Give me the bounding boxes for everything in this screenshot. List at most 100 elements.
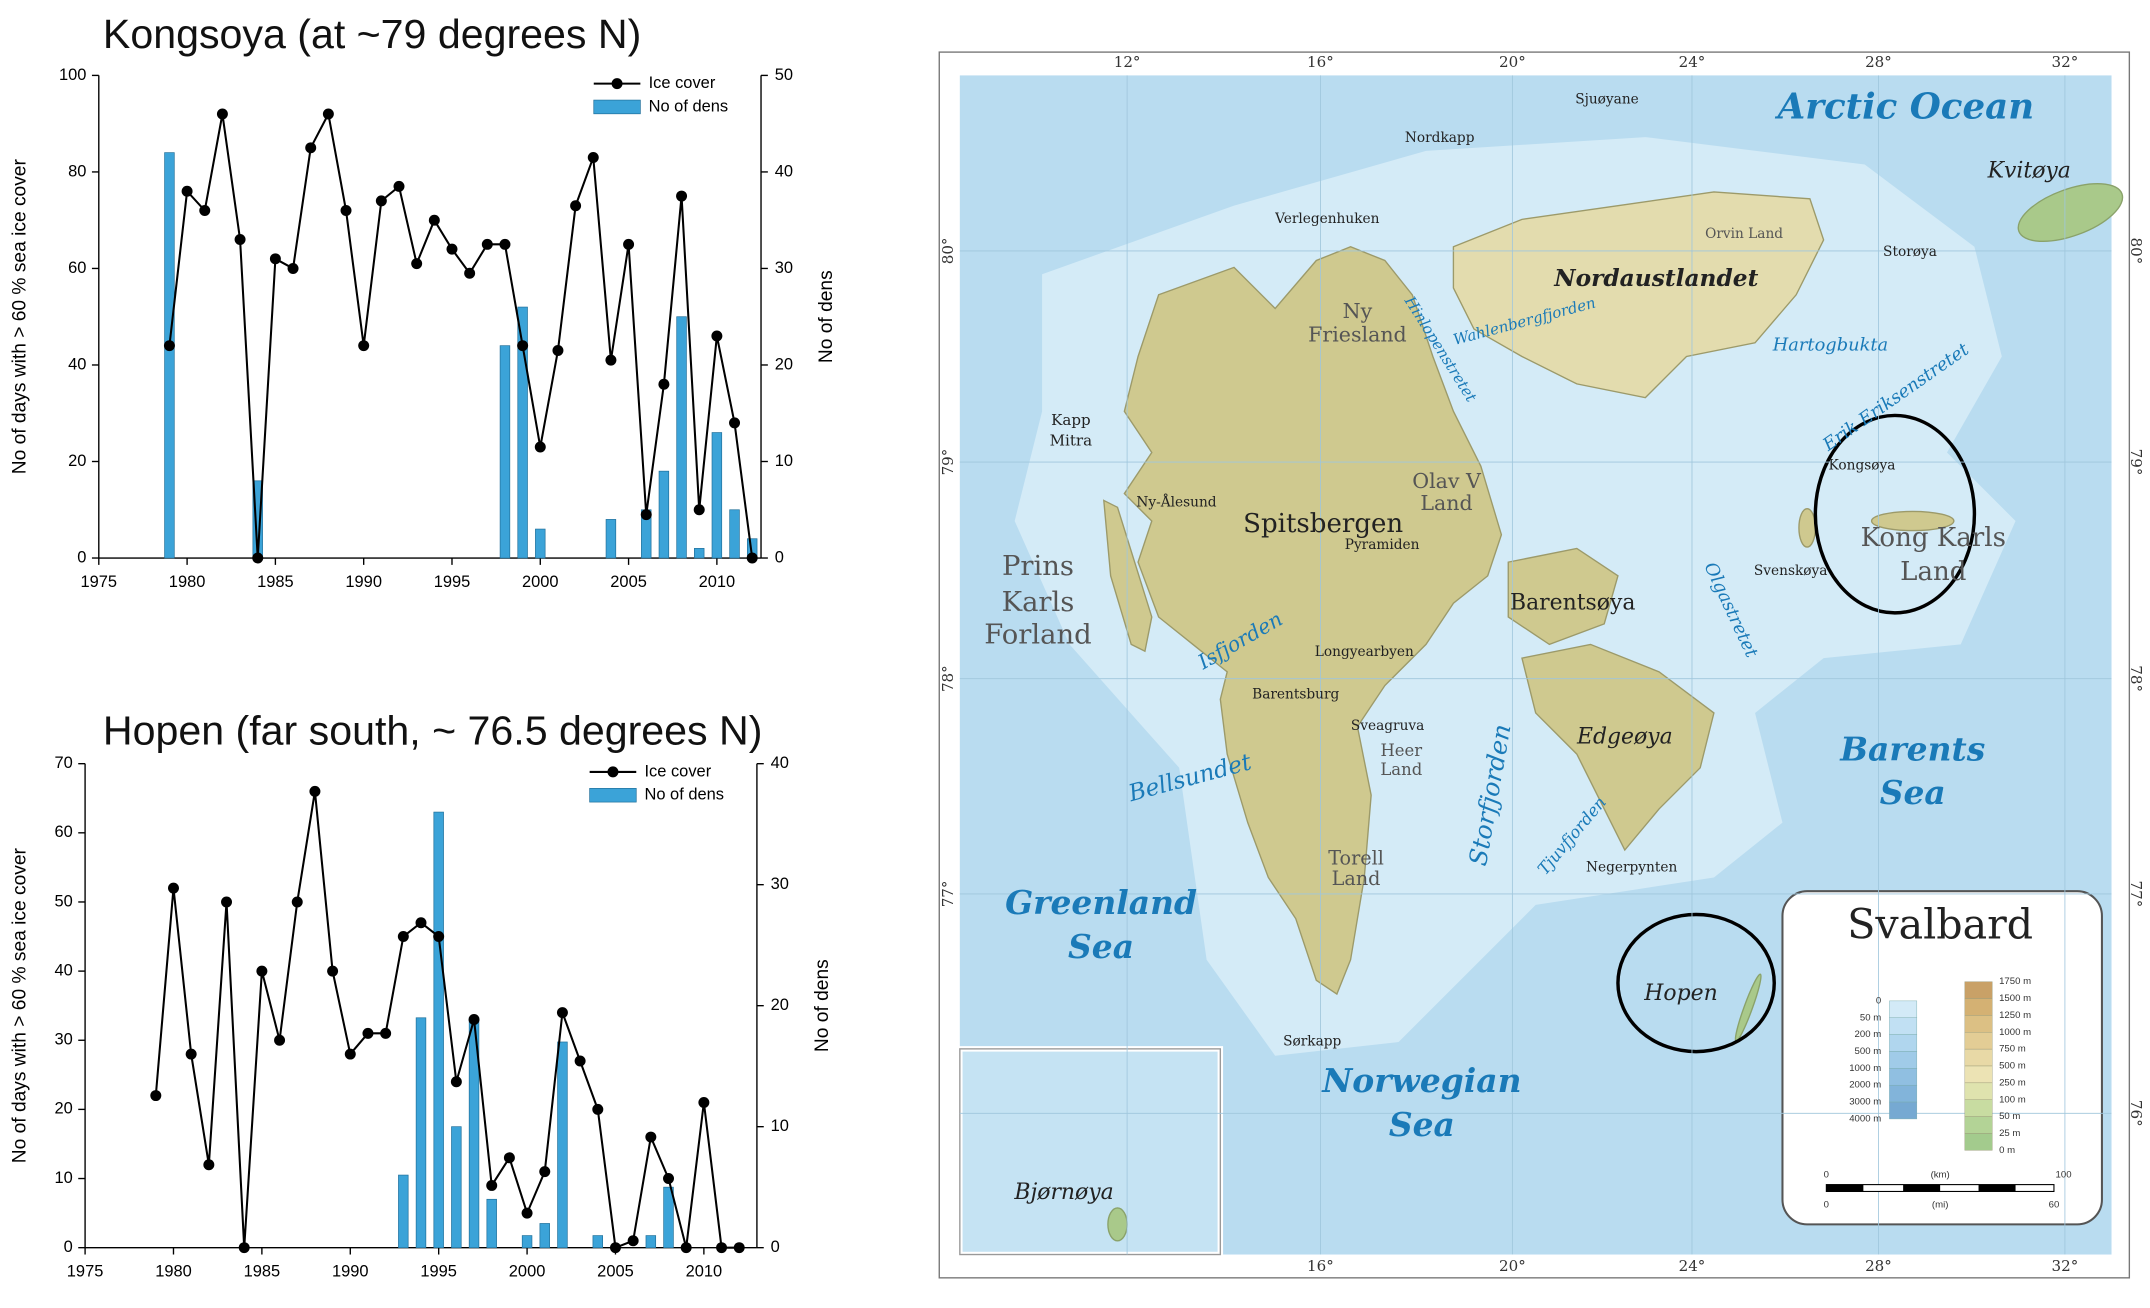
map-label: Friesland — [1308, 322, 1407, 346]
lon-label: 12° — [1114, 53, 1141, 71]
lon-label: 28° — [1865, 1257, 1892, 1275]
elevation-label: 500 m — [1999, 1061, 2026, 1072]
elevation-label: 50 m — [1999, 1111, 2020, 1122]
map-label: Spitsbergen — [1243, 509, 1403, 539]
lat-label: 80° — [2127, 238, 2145, 265]
lat-label: 78° — [2127, 665, 2145, 692]
bar — [729, 509, 740, 559]
bar — [663, 1186, 674, 1249]
ice-point — [150, 1090, 162, 1102]
y-tick-label: 40 — [54, 961, 72, 979]
x-tick-label: 2005 — [610, 573, 647, 591]
ice-point — [517, 340, 529, 352]
legend-label: Ice cover — [644, 762, 711, 780]
depth-swatch — [1889, 1101, 1918, 1120]
ice-point — [234, 234, 246, 245]
scale-label: 0 — [1824, 1170, 1829, 1181]
ice-point — [322, 108, 334, 120]
map-label: Torell — [1328, 847, 1384, 870]
legend-title: Svalbard — [1847, 901, 2033, 949]
y-tick-label: 50 — [54, 892, 72, 910]
charts: Kongsoya (at ~79 degrees N)0204060801000… — [10, 11, 837, 1281]
scale-block — [1978, 1184, 2016, 1192]
ice-point — [609, 1242, 621, 1254]
depth-label: 4000 m — [1849, 1113, 1881, 1124]
depth-label: 0 — [1876, 995, 1881, 1006]
depth-label: 1000 m — [1849, 1063, 1881, 1074]
map-label: Edgeøya — [1576, 725, 1673, 750]
ice-point — [291, 896, 303, 908]
bar — [711, 432, 723, 559]
elevation-label: 1500 m — [1999, 993, 2031, 1004]
elevation-swatch — [1964, 1065, 1993, 1084]
legend-swatch — [593, 99, 641, 115]
chart-title: Kongsoya (at ~79 degrees N) — [103, 11, 641, 57]
x-tick-label: 1980 — [169, 573, 206, 591]
y-tick-label: 20 — [68, 452, 86, 470]
ice-point — [521, 1207, 533, 1219]
y-tick-label: 70 — [54, 754, 72, 772]
map-label: Kong Karls — [1861, 523, 2006, 553]
ice-point — [552, 345, 564, 356]
x-tick-label: 1980 — [155, 1263, 192, 1281]
ice-point — [181, 185, 193, 197]
y-tick-label: 30 — [54, 1031, 72, 1049]
elevation-swatch — [1964, 1048, 1993, 1067]
depth-swatch — [1889, 1084, 1918, 1103]
ice-point — [534, 441, 546, 453]
y2-tick-label: 10 — [775, 452, 793, 470]
ice-point — [645, 1131, 657, 1143]
ice-point — [658, 378, 670, 390]
map-label: Land — [1332, 867, 1381, 890]
map-label: Sea — [1068, 927, 1134, 966]
lon-label: 20° — [1499, 1257, 1526, 1275]
map-label: Nordaustlandet — [1553, 265, 1758, 292]
x-tick-label: 2005 — [597, 1263, 634, 1281]
map-label: Mitra — [1050, 431, 1093, 449]
ice-point — [199, 205, 211, 217]
ice-line — [168, 110, 754, 559]
inset — [957, 1046, 1224, 1258]
depth-swatch — [1889, 1034, 1918, 1052]
ice-point — [238, 1242, 250, 1254]
map-label: Land — [1900, 557, 1966, 587]
x-tick-label: 1995 — [420, 1263, 457, 1281]
ice-point — [450, 1076, 462, 1088]
lon-label: 16° — [1307, 1257, 1334, 1275]
x-tick-label: 1985 — [257, 573, 294, 591]
y2-tick-label: 30 — [771, 875, 789, 893]
bar — [645, 1235, 657, 1249]
depth-label: 3000 m — [1849, 1097, 1881, 1108]
depth-swatch — [1889, 1051, 1918, 1069]
map-label: Sea — [1880, 773, 1946, 812]
ice-point — [676, 190, 688, 202]
edgeoya — [1521, 643, 1715, 852]
legend-label: Ice cover — [649, 74, 716, 92]
ice-point — [415, 917, 427, 929]
ice-point — [698, 1096, 710, 1108]
map-label: Sørkapp — [1283, 1034, 1341, 1050]
elevation-label: 100 m — [1999, 1094, 2026, 1105]
elevation-label: 25 m — [1999, 1128, 2020, 1139]
map-label: Barentsøya — [1510, 590, 1635, 615]
bar — [517, 306, 528, 559]
map-label: Heer — [1380, 741, 1422, 760]
lon-label: 24° — [1679, 1257, 1706, 1275]
ice-point — [327, 965, 339, 977]
ice-point — [252, 552, 264, 564]
ice-point — [221, 896, 233, 908]
x-tick-label: 1975 — [81, 573, 118, 591]
lon-label: 24° — [1679, 53, 1706, 71]
ice-point — [362, 1027, 374, 1039]
map-label: Verlegenhuken — [1274, 211, 1380, 227]
y-tick-label: 40 — [68, 355, 86, 373]
y2-tick-label: 0 — [775, 548, 784, 566]
bjornoya-island — [1107, 1207, 1128, 1242]
legend-label: No of dens — [649, 97, 729, 115]
map-label: Arctic Ocean — [1775, 87, 2035, 128]
map-label: Kapp — [1051, 411, 1091, 429]
ice-point — [163, 340, 175, 352]
map-label: Orvin Land — [1705, 226, 1783, 242]
elevation-swatch — [1964, 1116, 1993, 1134]
x-tick-label: 2000 — [522, 573, 559, 591]
